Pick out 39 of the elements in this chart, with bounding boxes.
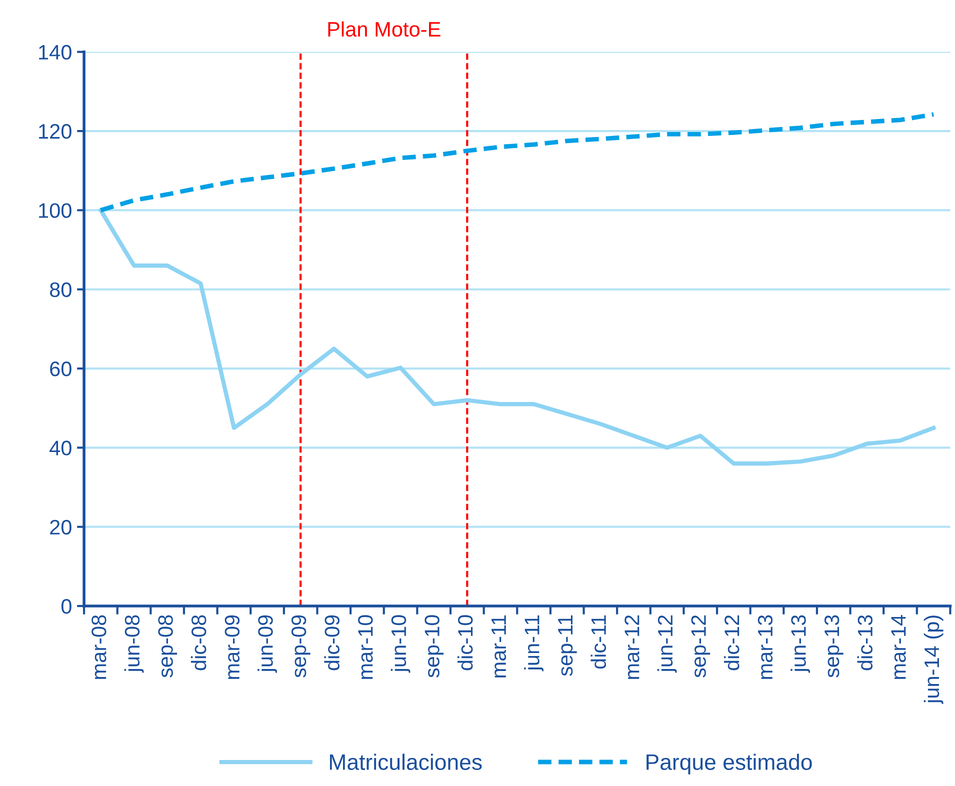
y-tick-label: 100 [39, 203, 72, 218]
y-tick-label: 40 [50, 440, 72, 456]
x-tick-label: sep-13 [824, 615, 844, 678]
y-tick-label: 0 [61, 599, 72, 614]
x-tick-label: sep-12 [691, 615, 710, 678]
y-tick-label: 140 [39, 44, 72, 60]
x-tick-label: dic-12 [724, 615, 740, 670]
x-tick-label: mar-12 [624, 615, 640, 679]
y-tick-label: 80 [50, 282, 72, 298]
legend-label: Matriculaciones [330, 754, 482, 770]
x-tick-label: jun-09 [258, 615, 277, 673]
y-tick-label: 120 [39, 124, 72, 139]
x-tick-label: dic-08 [190, 615, 206, 670]
text: Plan Moto-E [328, 21, 440, 37]
legend-label: Parque estimado [646, 754, 812, 774]
y-tick-label: 60 [50, 362, 72, 376]
x-tick-label: jun-14 (p) [924, 616, 944, 704]
x-tick-label: sep-11 [558, 615, 577, 676]
x-tick-label: mar-09 [224, 615, 240, 679]
y-tick-label: 20 [50, 520, 72, 535]
x-tick-label: jun-11 [524, 615, 544, 672]
x-tick-label: dic-11 [590, 615, 606, 669]
x-tick-label: jun-10 [390, 615, 410, 673]
x-tick-label: jun-12 [657, 615, 677, 673]
x-tick-label: dic-13 [857, 615, 873, 670]
x-tick-label: mar-10 [358, 615, 373, 679]
x-tick-label: mar-08 [92, 615, 106, 679]
line-series [98, 208, 936, 466]
x-tick-label: sep-09 [291, 615, 310, 678]
x-tick-label: sep-08 [158, 615, 178, 678]
x-tick-label: dic-09 [324, 615, 340, 670]
x-tick-label: jun-08 [124, 615, 144, 673]
x-tick-label: dic-10 [457, 615, 473, 670]
x-tick-label: mar-11 [492, 615, 506, 678]
x-tick-label: jun-13 [790, 615, 810, 673]
x-tick-label: mar-14 [891, 614, 906, 679]
x-tick-label: mar-13 [758, 615, 773, 679]
x-tick-label: sep-10 [424, 615, 444, 678]
line-series [98, 112, 936, 212]
